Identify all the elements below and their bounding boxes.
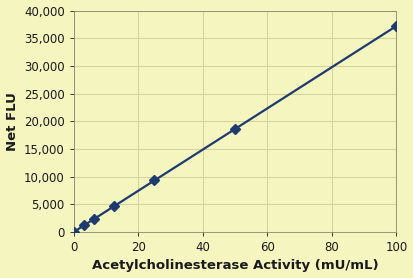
Y-axis label: Net FLU: Net FLU xyxy=(5,92,19,151)
X-axis label: Acetylcholinesterase Activity (mU/mL): Acetylcholinesterase Activity (mU/mL) xyxy=(92,259,378,272)
